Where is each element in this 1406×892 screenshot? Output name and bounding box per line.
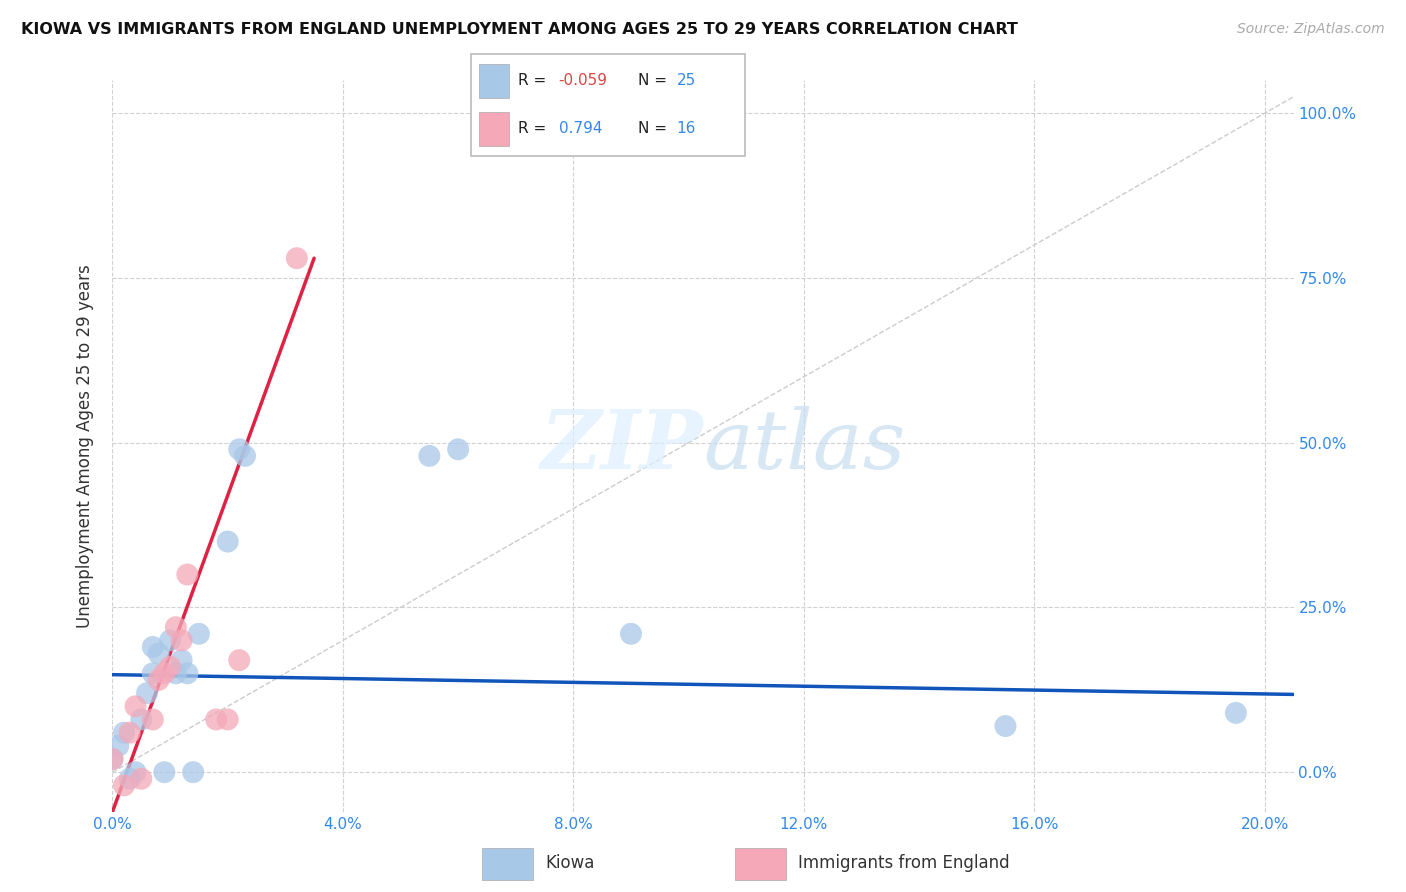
Text: N =: N = (638, 121, 672, 136)
Point (170, 633, 193, 648)
Point (1225, 706, 1247, 720)
Point (233, 449, 256, 463)
Point (994, 719, 1017, 733)
Text: ZIP: ZIP (540, 406, 703, 486)
Point (285, 251, 308, 265)
FancyBboxPatch shape (482, 848, 533, 880)
Point (142, 666, 165, 681)
Point (176, 666, 198, 681)
Y-axis label: Unemployment Among Ages 25 to 29 years: Unemployment Among Ages 25 to 29 years (76, 264, 94, 628)
Point (136, 686, 159, 700)
Point (217, 713, 239, 727)
Point (228, 442, 250, 457)
Point (148, 673, 170, 687)
Point (118, 772, 141, 786)
Point (101, 752, 124, 766)
Point (153, 765, 176, 780)
Point (112, 778, 135, 792)
Text: Kiowa: Kiowa (546, 854, 595, 872)
Point (118, 725, 141, 739)
Point (153, 666, 176, 681)
Point (176, 567, 198, 582)
Point (620, 627, 643, 641)
Point (142, 713, 165, 727)
Text: R =: R = (517, 121, 555, 136)
FancyBboxPatch shape (471, 54, 745, 156)
Text: atlas: atlas (703, 406, 905, 486)
FancyBboxPatch shape (735, 848, 786, 880)
Point (447, 442, 470, 457)
Point (165, 620, 187, 634)
Point (107, 739, 129, 753)
Point (170, 653, 193, 667)
Text: Source: ZipAtlas.com: Source: ZipAtlas.com (1237, 22, 1385, 37)
Point (142, 640, 165, 654)
Text: 16: 16 (676, 121, 696, 136)
Point (187, 627, 209, 641)
Point (124, 765, 146, 780)
Text: -0.059: -0.059 (558, 72, 607, 87)
Point (159, 659, 181, 673)
Point (129, 713, 152, 727)
Point (228, 653, 250, 667)
Point (159, 633, 181, 648)
Text: Immigrants from England: Immigrants from England (799, 854, 1010, 872)
Text: 0.794: 0.794 (558, 121, 602, 136)
Point (418, 449, 440, 463)
Text: R =: R = (517, 72, 551, 87)
FancyBboxPatch shape (479, 64, 509, 97)
FancyBboxPatch shape (479, 112, 509, 145)
Point (181, 765, 204, 780)
Point (205, 713, 228, 727)
Point (112, 725, 135, 739)
Point (124, 699, 146, 714)
Point (217, 534, 239, 549)
Text: KIOWA VS IMMIGRANTS FROM ENGLAND UNEMPLOYMENT AMONG AGES 25 TO 29 YEARS CORRELAT: KIOWA VS IMMIGRANTS FROM ENGLAND UNEMPLO… (21, 22, 1018, 37)
Point (165, 666, 187, 681)
Text: N =: N = (638, 72, 672, 87)
Point (129, 772, 152, 786)
Point (101, 752, 124, 766)
Text: 25: 25 (676, 72, 696, 87)
Point (148, 647, 170, 661)
